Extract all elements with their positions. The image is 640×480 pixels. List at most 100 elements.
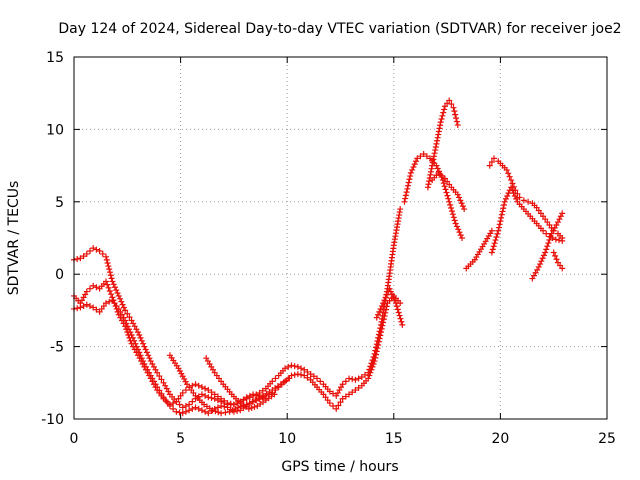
data-point [108, 291, 115, 298]
data-point [304, 374, 311, 381]
data-point [156, 373, 163, 380]
data-point [102, 278, 109, 285]
data-point [404, 185, 411, 192]
data-point [445, 195, 452, 202]
data-point [501, 198, 508, 205]
data-point [235, 404, 242, 411]
data-point [559, 237, 566, 244]
data-point [433, 140, 440, 147]
data-point [74, 255, 81, 262]
data-point [291, 363, 298, 370]
data-point [294, 363, 301, 370]
data-point [544, 243, 551, 250]
data-point [383, 291, 390, 298]
data-point [398, 318, 405, 325]
data-point [403, 189, 410, 196]
data-point [489, 246, 496, 253]
data-point [435, 131, 442, 138]
data-point [547, 233, 554, 240]
data-point [111, 284, 118, 291]
data-point [552, 236, 559, 243]
data-point [559, 210, 566, 217]
data-point [493, 233, 500, 240]
data-point [375, 341, 382, 348]
data-point [402, 195, 409, 202]
data-point [170, 405, 177, 412]
data-point [140, 340, 147, 347]
data-point [417, 153, 424, 160]
data-point [438, 115, 445, 122]
data-point [366, 372, 373, 379]
data-point [126, 334, 133, 341]
data-point [370, 360, 377, 367]
data-point [424, 184, 431, 191]
data-point [110, 297, 117, 304]
data-point [407, 173, 414, 180]
data-point [212, 408, 219, 415]
data-point [430, 156, 437, 163]
data-point [374, 345, 381, 352]
data-point [246, 392, 253, 399]
data-point [205, 410, 212, 417]
data-point [346, 391, 353, 398]
data-point [335, 402, 342, 409]
data-point [339, 395, 346, 402]
data-point [227, 400, 234, 407]
data-point [294, 371, 301, 378]
data-point [556, 216, 563, 223]
data-point [451, 217, 458, 224]
data-point [143, 349, 150, 356]
data-point [339, 381, 346, 388]
data-point [459, 235, 466, 241]
data-point [106, 266, 113, 273]
data-point [491, 155, 498, 162]
data-point [326, 388, 333, 395]
data-point [447, 201, 454, 208]
data-point [378, 303, 385, 310]
data-point [286, 375, 293, 382]
plot-border [73, 56, 608, 420]
data-point [405, 182, 412, 189]
data-point [500, 202, 507, 209]
data-point [437, 122, 444, 129]
data-point [272, 375, 279, 382]
data-point [490, 243, 497, 250]
data-point [509, 180, 516, 187]
data-point [245, 405, 252, 412]
data-point [503, 166, 510, 173]
data-point [176, 409, 183, 416]
data-point [381, 297, 388, 304]
data-point [83, 288, 90, 295]
data-point [271, 391, 278, 398]
data-point [498, 214, 505, 221]
data-point [160, 395, 167, 402]
data-point [414, 155, 421, 162]
data-point [170, 400, 177, 407]
data-point [326, 400, 333, 407]
data-point [253, 392, 260, 399]
data-point [90, 304, 97, 311]
data-point [102, 253, 109, 260]
data-point [298, 365, 305, 372]
data-point [441, 106, 448, 113]
data-point [125, 332, 132, 339]
data-point [426, 178, 433, 185]
data-point [376, 335, 383, 342]
data-point [497, 218, 504, 225]
data-point [448, 205, 455, 212]
data-point [373, 351, 380, 358]
data-point [365, 375, 372, 382]
data-point [453, 118, 460, 125]
data-point [538, 258, 545, 265]
data-point [434, 134, 441, 141]
data-point [453, 223, 460, 230]
data-point [108, 275, 115, 282]
data-point [492, 237, 499, 244]
data-point [307, 371, 314, 378]
data-point [90, 245, 97, 252]
data-point [496, 221, 503, 228]
data-point [114, 290, 121, 297]
data-point [440, 180, 447, 187]
data-point [124, 329, 131, 336]
data-point [390, 294, 397, 301]
